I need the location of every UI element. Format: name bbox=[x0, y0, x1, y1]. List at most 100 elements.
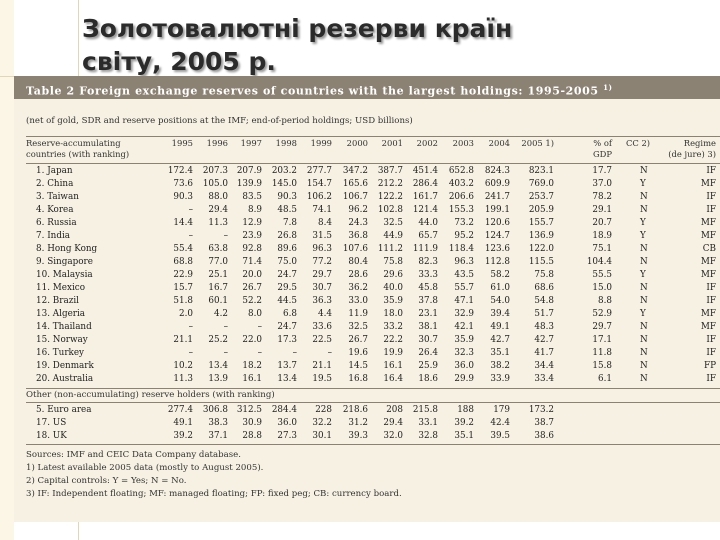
table-caption: Table 2 Foreign exchange reserves of cou… bbox=[14, 76, 720, 99]
reserve-value: 71.4 bbox=[242, 257, 262, 267]
reserve-value: 61.0 bbox=[490, 283, 510, 293]
capital-controls-value: N bbox=[640, 283, 648, 293]
country-name: 2. China bbox=[36, 179, 74, 189]
slide-title-line2: світу, 2005 р. bbox=[82, 47, 276, 76]
reserve-value: 312.5 bbox=[236, 405, 262, 415]
reserve-value: 75.8 bbox=[383, 257, 403, 267]
reserve-value: 118.4 bbox=[448, 244, 474, 254]
reserve-value: 208 bbox=[386, 405, 403, 415]
country-name: 4. Korea bbox=[36, 205, 74, 215]
country-name: 9. Singapore bbox=[36, 257, 93, 267]
reserve-value: 30.1 bbox=[312, 431, 332, 441]
regime-value: IF bbox=[706, 296, 716, 306]
reserve-value: 33.9 bbox=[490, 374, 510, 384]
reserve-value: 45.8 bbox=[418, 283, 438, 293]
year-header: 2000 bbox=[346, 138, 368, 148]
reserve-value: 31.2 bbox=[348, 418, 368, 428]
reserve-value: 65.7 bbox=[418, 231, 438, 241]
reserve-value: 32.8 bbox=[418, 431, 438, 441]
year-header: 2003 bbox=[452, 138, 474, 148]
reserve-value: 284.4 bbox=[271, 405, 297, 415]
reserve-value: 27.3 bbox=[277, 431, 297, 441]
reserve-value: – bbox=[327, 348, 332, 358]
reserve-value: 74.1 bbox=[312, 205, 332, 215]
pct-gdp-header: % of GDP bbox=[576, 138, 612, 160]
regime-value: IF bbox=[706, 348, 716, 358]
capital-controls-value: Y bbox=[640, 309, 646, 319]
reserve-value: 21.1 bbox=[173, 335, 193, 345]
reserve-value: 111.2 bbox=[377, 244, 403, 254]
reserve-value: 33.1 bbox=[418, 418, 438, 428]
reserve-value: 39.5 bbox=[490, 431, 510, 441]
reserve-value: 16.1 bbox=[383, 361, 403, 371]
reserve-value: – bbox=[257, 322, 262, 332]
reserve-value: 122.0 bbox=[528, 244, 554, 254]
capital-controls-header: CC 2) bbox=[626, 138, 651, 148]
reserve-value: 387.7 bbox=[377, 166, 403, 176]
reserve-value: – bbox=[257, 348, 262, 358]
reserve-value: 8.9 bbox=[248, 205, 262, 215]
reserve-value: 48.3 bbox=[534, 322, 554, 332]
reserve-value: 30.7 bbox=[312, 283, 332, 293]
year-header: 2005 1) bbox=[521, 138, 554, 148]
reserve-value: 33.3 bbox=[418, 270, 438, 280]
reserve-value: 40.0 bbox=[383, 283, 403, 293]
reserve-value: 41.7 bbox=[534, 348, 554, 358]
reserve-value: 8.4 bbox=[318, 218, 332, 228]
reserve-value: 95.2 bbox=[454, 231, 474, 241]
reserve-value: 18.0 bbox=[383, 309, 403, 319]
reserve-value: 165.6 bbox=[342, 179, 368, 189]
reserve-value: 29.6 bbox=[383, 270, 403, 280]
reserve-value: 47.1 bbox=[454, 296, 474, 306]
reserve-value: 11.3 bbox=[173, 374, 193, 384]
reserve-value: 7.8 bbox=[283, 218, 297, 228]
reserve-value: 241.7 bbox=[484, 192, 510, 202]
reserve-value: 29.4 bbox=[383, 418, 403, 428]
reserve-value: 90.3 bbox=[277, 192, 297, 202]
reserve-value: 29.4 bbox=[208, 205, 228, 215]
pct-gdp-value: 17.1 bbox=[592, 335, 612, 345]
reserve-value: 823.1 bbox=[528, 166, 554, 176]
pct-gdp-value: 8.8 bbox=[598, 296, 612, 306]
year-header: 2002 bbox=[416, 138, 438, 148]
reserve-value: 228 bbox=[315, 405, 332, 415]
table-row: 3. Taiwan 90.3 88.0 83.5 90.3 106.2 106.7 122.2… bbox=[26, 191, 720, 203]
reserve-value: 58.2 bbox=[490, 270, 510, 280]
reserve-value: 122.2 bbox=[377, 192, 403, 202]
reserve-value: 2.0 bbox=[179, 309, 193, 319]
reserve-value: 63.8 bbox=[208, 244, 228, 254]
country-name: 19. Denmark bbox=[36, 361, 94, 371]
reserve-value: 32.9 bbox=[454, 309, 474, 319]
reserve-value: 769.0 bbox=[528, 179, 554, 189]
table-row: 17. US 49.1 38.3 30.9 36.0 32.2 31.2 29.4 33.1 39… bbox=[26, 417, 720, 429]
country-name: 16. Turkey bbox=[36, 348, 85, 358]
reserve-value: 42.7 bbox=[490, 335, 510, 345]
capital-controls-value: Y bbox=[640, 231, 646, 241]
reserve-value: 33.0 bbox=[348, 296, 368, 306]
row-header: Reserve-accumulating countries (with ran… bbox=[26, 138, 129, 160]
reserve-value: 38.3 bbox=[208, 418, 228, 428]
reserve-value: – bbox=[223, 348, 228, 358]
regime-value: IF bbox=[706, 205, 716, 215]
reserve-value: 17.3 bbox=[277, 335, 297, 345]
reserve-value: 206.6 bbox=[448, 192, 474, 202]
reserve-value: 145.0 bbox=[271, 179, 297, 189]
reserve-value: 306.8 bbox=[202, 405, 228, 415]
reserve-value: 90.3 bbox=[173, 192, 193, 202]
reserve-value: 11.3 bbox=[208, 218, 228, 228]
reserve-value: 155.7 bbox=[528, 218, 554, 228]
table-row: 6. Russia 14.4 11.3 12.9 7.8 8.4 24.3 32.5 44.0 7… bbox=[26, 217, 720, 229]
reserve-value: 22.9 bbox=[173, 270, 193, 280]
capital-controls-value: N bbox=[640, 192, 648, 202]
reserve-value: 207.3 bbox=[202, 166, 228, 176]
regime-value: IF bbox=[706, 192, 716, 202]
reserve-value: 123.6 bbox=[484, 244, 510, 254]
capital-controls-value: N bbox=[640, 322, 648, 332]
reserve-value: 89.6 bbox=[277, 244, 297, 254]
reserve-value: 25.1 bbox=[208, 270, 228, 280]
reserve-value: 26.7 bbox=[242, 283, 262, 293]
reserve-value: 24.7 bbox=[277, 270, 297, 280]
reserve-value: 253.7 bbox=[528, 192, 554, 202]
pct-gdp-value: 75.1 bbox=[592, 244, 612, 254]
regime-value: MF bbox=[700, 257, 716, 267]
